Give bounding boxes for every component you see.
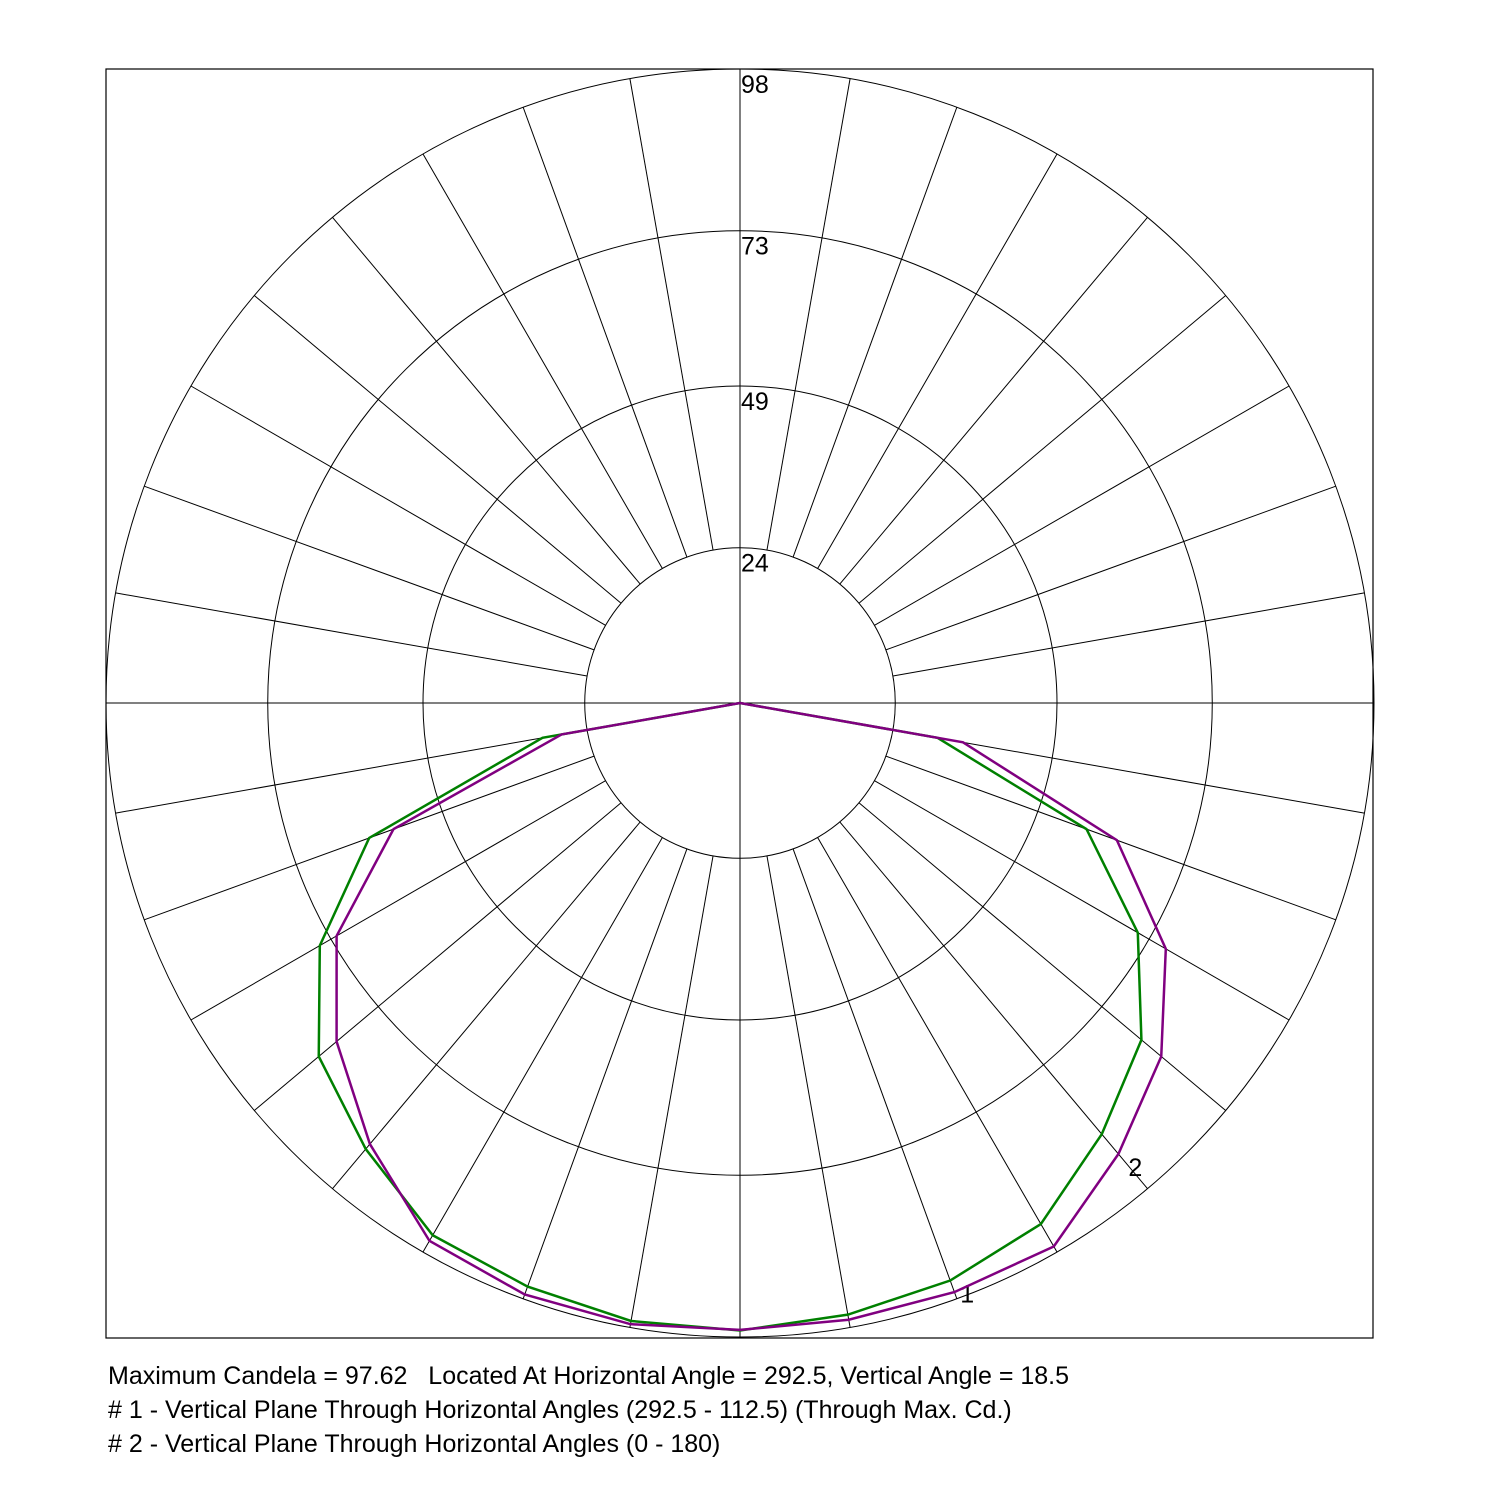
spoke xyxy=(629,855,714,1328)
r-tick-label: 24 xyxy=(741,550,769,578)
spoke xyxy=(885,485,1336,651)
ring xyxy=(105,68,1375,1338)
r-tick-label: 49 xyxy=(741,388,769,416)
spoke xyxy=(332,217,641,585)
spoke xyxy=(115,729,588,814)
note: Maximum Candela = 97.62 Located At Horiz… xyxy=(108,1362,1069,1390)
spoke xyxy=(629,78,714,551)
spoke xyxy=(332,821,641,1189)
spoke xyxy=(885,755,1336,921)
spoke xyxy=(858,802,1226,1111)
spoke xyxy=(892,729,1365,814)
spoke xyxy=(254,802,622,1111)
spoke xyxy=(115,592,588,677)
spoke xyxy=(892,592,1365,677)
spoke xyxy=(792,848,958,1299)
spoke xyxy=(817,153,1058,569)
ring xyxy=(584,547,896,859)
series-line xyxy=(317,701,1143,1332)
series-label: 2 xyxy=(1128,1154,1142,1182)
spoke xyxy=(144,485,595,651)
r-tick-label: 73 xyxy=(741,233,769,261)
spoke xyxy=(874,385,1290,626)
note: # 1 - Vertical Plane Through Horizontal … xyxy=(108,1396,1012,1424)
ring xyxy=(267,230,1213,1176)
spoke xyxy=(817,837,1058,1253)
spoke xyxy=(874,780,1290,1021)
spoke xyxy=(190,780,606,1021)
spoke xyxy=(522,107,688,558)
spoke xyxy=(766,855,851,1328)
spoke xyxy=(522,848,688,1299)
spoke xyxy=(190,385,606,626)
spoke xyxy=(422,153,663,569)
ring xyxy=(422,385,1058,1021)
spoke xyxy=(766,78,851,551)
spoke xyxy=(839,217,1148,585)
r-tick-label: 98 xyxy=(741,71,769,99)
spoke xyxy=(254,295,622,604)
note: # 2 - Vertical Plane Through Horizontal … xyxy=(108,1430,720,1458)
spoke xyxy=(839,821,1148,1189)
spoke xyxy=(422,837,663,1253)
series-line xyxy=(335,701,1168,1332)
spoke xyxy=(858,295,1226,604)
spoke xyxy=(792,107,958,558)
